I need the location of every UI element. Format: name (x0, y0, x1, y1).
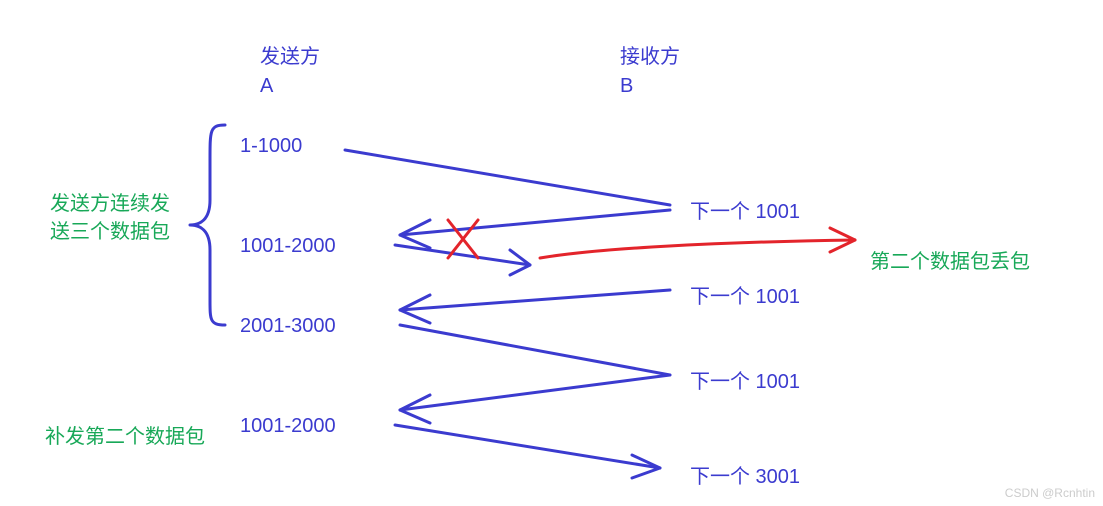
ack-1: 下一个 1001 (690, 195, 800, 224)
watermark: CSDN @Rcnhtin (1005, 486, 1095, 500)
note-send-three: 发送方连续发 送三个数据包 (50, 190, 170, 246)
ack-3: 下一个 1001 (690, 365, 800, 394)
note-lost: 第二个数据包丢包 (870, 245, 1030, 274)
packet-1: 1-1000 (240, 135, 302, 158)
packet-3: 2001-3000 (240, 315, 336, 338)
sender-title: 发送方 (260, 40, 320, 69)
ack-4: 下一个 3001 (690, 460, 800, 489)
packet-4: 1001-2000 (240, 415, 336, 438)
sender-id: A (260, 75, 273, 98)
note-resend: 补发第二个数据包 (45, 420, 205, 449)
receiver-id: B (620, 75, 633, 98)
packet-2: 1001-2000 (240, 235, 336, 258)
ack-2: 下一个 1001 (690, 280, 800, 309)
receiver-title: 接收方 (620, 40, 680, 69)
